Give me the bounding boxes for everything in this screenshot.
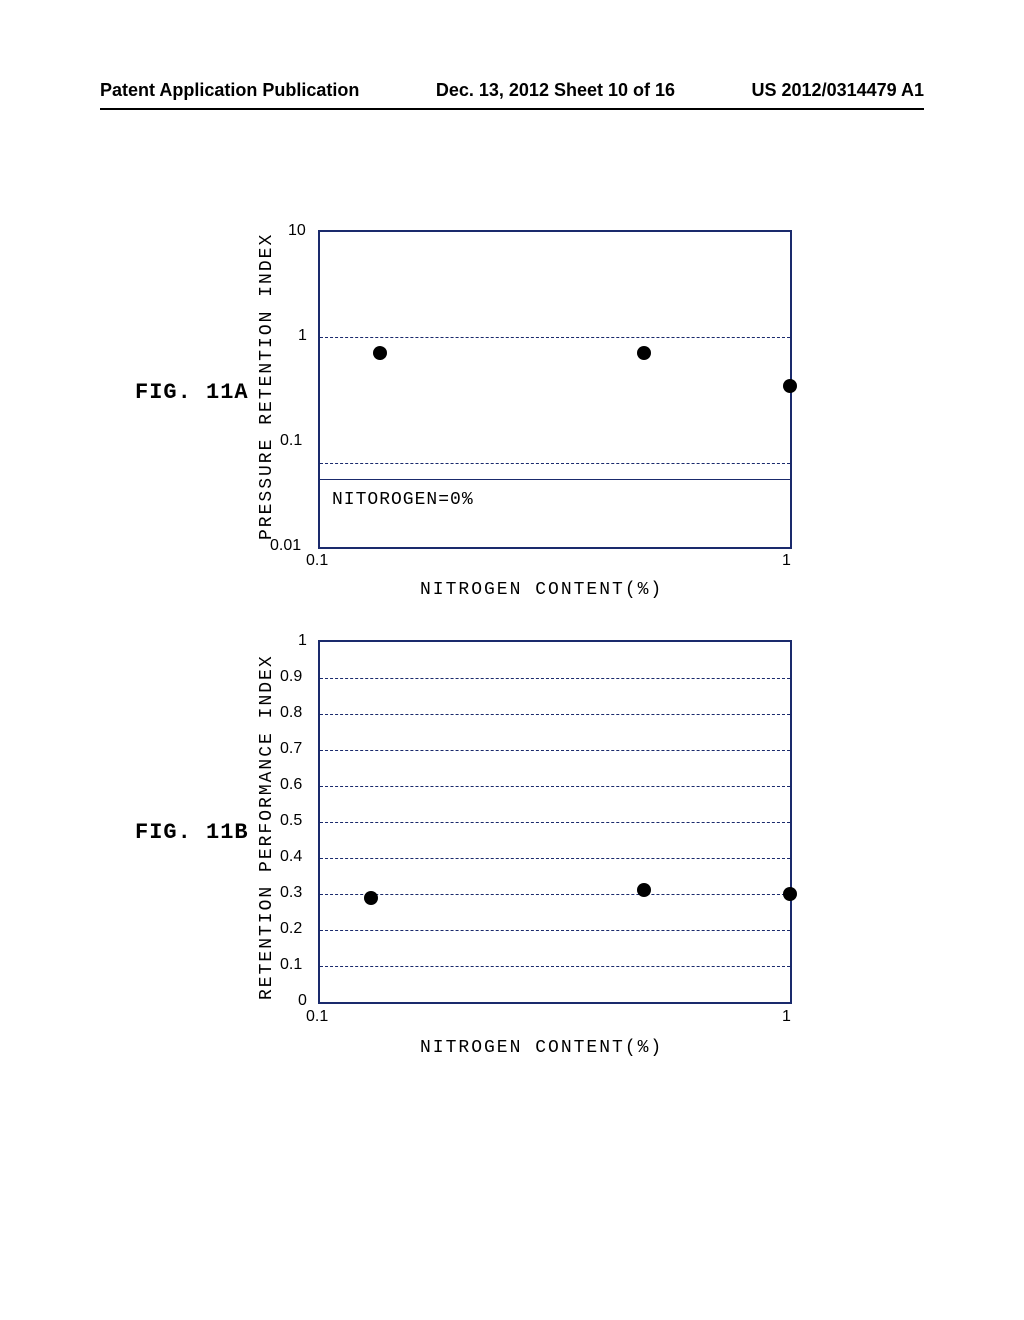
gridline-h [320,822,790,823]
ytick-label: 0.8 [280,704,302,722]
ytick-label: 0.1 [280,956,302,974]
header-center: Dec. 13, 2012 Sheet 10 of 16 [436,80,675,101]
chart-annotation: NITOROGEN=0% [332,490,474,510]
page-header: Patent Application Publication Dec. 13, … [100,80,924,101]
data-point [783,379,797,393]
header-right: US 2012/0314479 A1 [752,80,924,101]
ytick-label: 0.3 [280,884,302,902]
gridline-h [320,930,790,931]
header-left: Patent Application Publication [100,80,359,101]
gridline-h [320,714,790,715]
data-point [637,346,651,360]
ytick-label: 0.1 [280,432,302,450]
x-axis-label-11b: NITROGEN CONTENT(%) [420,1038,663,1058]
gridline-h [320,678,790,679]
data-point [783,887,797,901]
ytick-label: 0.9 [280,668,302,686]
data-point [637,883,651,897]
gridline-h [320,966,790,967]
ytick-label: 1 [298,327,307,345]
y-axis-label-11a: PRESSURE RETENTION INDEX [257,233,277,540]
gridline-h [320,858,790,859]
plot-area-11a: NITOROGEN=0% [318,230,792,549]
y-axis-label-11b: RETENTION PERFORMANCE INDEX [257,654,277,1000]
figure-label-11b: FIG. 11B [135,820,249,845]
gridline-h [320,786,790,787]
data-point [373,346,387,360]
x-axis-label-11a: NITROGEN CONTENT(%) [420,580,663,600]
ytick-label: 0.7 [280,740,302,758]
gridline-h [320,337,790,338]
ytick-label: 0.5 [280,812,302,830]
gridline-h [320,750,790,751]
ytick-label: 0.6 [280,776,302,794]
header-rule [100,108,924,110]
xtick-label: 1 [782,1008,791,1026]
reference-line [320,479,790,480]
ytick-label: 0.4 [280,848,302,866]
ytick-label: 1 [298,632,307,650]
figure-label-11a: FIG. 11A [135,380,249,405]
plot-area-11b [318,640,792,1004]
ytick-label: 0.2 [280,920,302,938]
data-point [364,891,378,905]
xtick-label: 0.1 [306,1008,328,1026]
ytick-label: 0.01 [270,537,301,555]
gridline-h [320,463,790,464]
gridline-h [320,894,790,895]
ytick-label: 10 [288,222,306,240]
xtick-label: 1 [782,552,791,570]
xtick-label: 0.1 [306,552,328,570]
